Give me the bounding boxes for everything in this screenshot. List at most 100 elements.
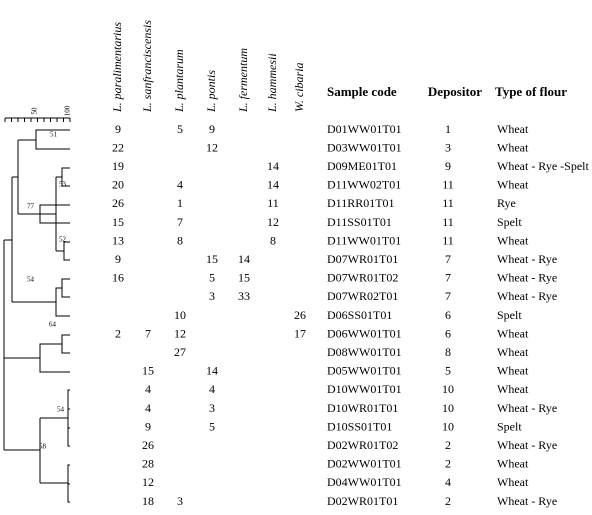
count-cell: 9: [115, 122, 121, 136]
depositor: 11: [442, 215, 454, 229]
count-cell: 7: [177, 215, 183, 229]
depositor: 10: [442, 419, 454, 433]
sample-code: D03WW01T01: [327, 140, 402, 154]
count-cell: 5: [177, 122, 183, 136]
sample-code: D10SS01T01: [327, 419, 392, 433]
depositor: 2: [445, 438, 451, 452]
dendrogram: [3, 117, 70, 503]
species-header: L. pontis: [204, 70, 218, 113]
sample-code: D07WR02T01: [327, 289, 398, 303]
flour-type: Spelt: [497, 308, 522, 322]
sample-code: D04WW01T01: [327, 475, 402, 489]
flour-type: Wheat: [497, 475, 529, 489]
count-cell: 12: [174, 326, 186, 340]
flour-type: Wheat: [497, 233, 529, 247]
count-cell: 9: [115, 252, 121, 266]
depositor: 6: [445, 308, 451, 322]
flour-type: Wheat: [497, 457, 529, 471]
count-cell: 15: [206, 252, 218, 266]
depositor: 4: [445, 475, 451, 489]
sample-code: D02WW01T01: [327, 457, 402, 471]
depositor: 2: [445, 494, 451, 508]
column-header: Sample code: [327, 84, 397, 99]
count-cell: 12: [206, 140, 218, 154]
count-cell: 13: [112, 233, 124, 247]
species-header: L. sanfranciscensis: [140, 20, 154, 113]
count-cell: 15: [112, 215, 124, 229]
sample-code: D07WR01T01: [327, 252, 398, 266]
depositor: 3: [445, 140, 451, 154]
count-cell: 8: [270, 233, 276, 247]
scale-tick-label: 50: [31, 107, 39, 115]
count-cell: 12: [142, 475, 154, 489]
flour-type: Wheat - Rye: [497, 494, 557, 508]
flour-type: Spelt: [497, 215, 522, 229]
count-cell: 9: [145, 419, 151, 433]
bootstrap-value: 54: [57, 406, 65, 414]
count-cell: 19: [112, 159, 124, 173]
count-cell: 10: [174, 308, 186, 322]
depositor: 7: [445, 289, 451, 303]
sample-code: D10WW01T01: [327, 382, 402, 396]
count-cell: 28: [142, 457, 154, 471]
flour-type: Wheat: [497, 140, 529, 154]
count-cell: 7: [145, 326, 151, 340]
sample-code: D08WW01T01: [327, 345, 402, 359]
sample-code: D05WW01T01: [327, 364, 402, 378]
count-cell: 11: [267, 196, 279, 210]
sample-code: D07WR01T02: [327, 271, 398, 285]
sample-code: D11WW02T01: [327, 178, 401, 192]
depositor: 11: [442, 233, 454, 247]
count-cell: 12: [267, 215, 279, 229]
flour-type: Wheat - Rye: [497, 289, 557, 303]
flour-type: Wheat: [497, 122, 529, 136]
depositor: 7: [445, 271, 451, 285]
count-cell: 4: [177, 178, 183, 192]
count-cell: 20: [112, 178, 124, 192]
count-cell: 8: [177, 233, 183, 247]
depositor: 2: [445, 457, 451, 471]
count-cell: 33: [238, 289, 250, 303]
column-header: Type of flour: [495, 84, 567, 99]
sample-code: D01WW01T01: [327, 122, 402, 136]
count-cell: 26: [142, 438, 154, 452]
count-cell: 5: [209, 271, 215, 285]
count-cell: 3: [209, 401, 215, 415]
bootstrap-value: 77: [27, 203, 35, 211]
depositor: 10: [442, 382, 454, 396]
sample-code: D11RR01T01: [327, 196, 395, 210]
bootstrap-value: 52: [59, 236, 67, 244]
species-header: L. plantarum: [172, 49, 186, 113]
scale-tick-label: 100: [64, 105, 72, 116]
flour-type: Wheat: [497, 364, 529, 378]
count-cell: 4: [145, 382, 151, 396]
sample-code: D09ME01T01: [327, 159, 397, 173]
count-cell: 15: [142, 364, 154, 378]
count-cell: 4: [209, 382, 215, 396]
depositor: 6: [445, 326, 451, 340]
species-header: W. cibaria: [292, 62, 306, 112]
bootstrap-value: 64: [49, 321, 57, 329]
count-cell: 22: [112, 140, 124, 154]
tree-branches: [3, 129, 70, 503]
sample-code: D06SS01T01: [327, 308, 392, 322]
flour-type: Wheat - Rye: [497, 401, 557, 415]
sample-code: D02WR01T02: [327, 438, 398, 452]
count-cell: 14: [267, 178, 279, 192]
depositor: 10: [442, 401, 454, 415]
species-header: L. paralimentarius: [110, 22, 124, 113]
flour-type: Wheat - Rye -Spelt: [497, 159, 589, 173]
flour-type: Wheat: [497, 382, 529, 396]
flour-type: Wheat - Rye: [497, 271, 557, 285]
sample-code: D06WW01T01: [327, 326, 402, 340]
sample-code: D10WR01T01: [327, 401, 398, 415]
flour-type: Wheat: [497, 345, 529, 359]
depositor: 11: [442, 178, 454, 192]
sample-code: D11WW01T01: [327, 233, 401, 247]
count-cell: 9: [209, 122, 215, 136]
flour-type: Rye: [497, 196, 516, 210]
depositor: 7: [445, 252, 451, 266]
count-cell: 17: [294, 326, 306, 340]
bootstrap-value: 51: [50, 131, 58, 139]
